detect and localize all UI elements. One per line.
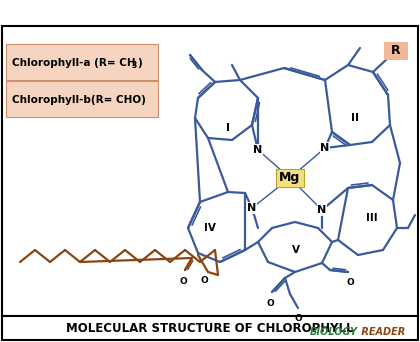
Text: N: N [253, 145, 262, 155]
Text: Chlorophyll-a (R= CH: Chlorophyll-a (R= CH [12, 58, 136, 68]
Text: Mg: Mg [279, 171, 301, 184]
Text: R: R [391, 44, 401, 57]
Text: 3: 3 [132, 62, 137, 70]
Text: O: O [179, 277, 187, 286]
Text: III: III [366, 213, 378, 223]
Bar [2, 26, 418, 316]
Text: IV: IV [204, 223, 216, 233]
Text: BIOLOGY: BIOLOGY [310, 327, 358, 337]
Text: O: O [200, 276, 208, 285]
FancyBboxPatch shape [6, 81, 158, 117]
Text: II: II [351, 113, 359, 123]
Text: O: O [266, 299, 274, 308]
Text: MOLECULAR STRUCTURE OF CHLOROPHYLL: MOLECULAR STRUCTURE OF CHLOROPHYLL [66, 321, 354, 334]
FancyBboxPatch shape [276, 169, 304, 187]
Text: READER: READER [358, 327, 405, 337]
Text: N: N [320, 143, 330, 153]
FancyBboxPatch shape [6, 44, 158, 80]
FancyBboxPatch shape [384, 42, 408, 60]
Text: I: I [226, 123, 230, 133]
Text: O: O [346, 278, 354, 287]
Text: N: N [318, 205, 327, 215]
Bar [2, 316, 418, 340]
Text: Chlorophyll-b(R= CHO): Chlorophyll-b(R= CHO) [12, 95, 146, 105]
Text: O: O [294, 314, 302, 323]
Text: ): ) [137, 58, 142, 68]
Text: N: N [247, 203, 257, 213]
Text: V: V [292, 245, 300, 255]
